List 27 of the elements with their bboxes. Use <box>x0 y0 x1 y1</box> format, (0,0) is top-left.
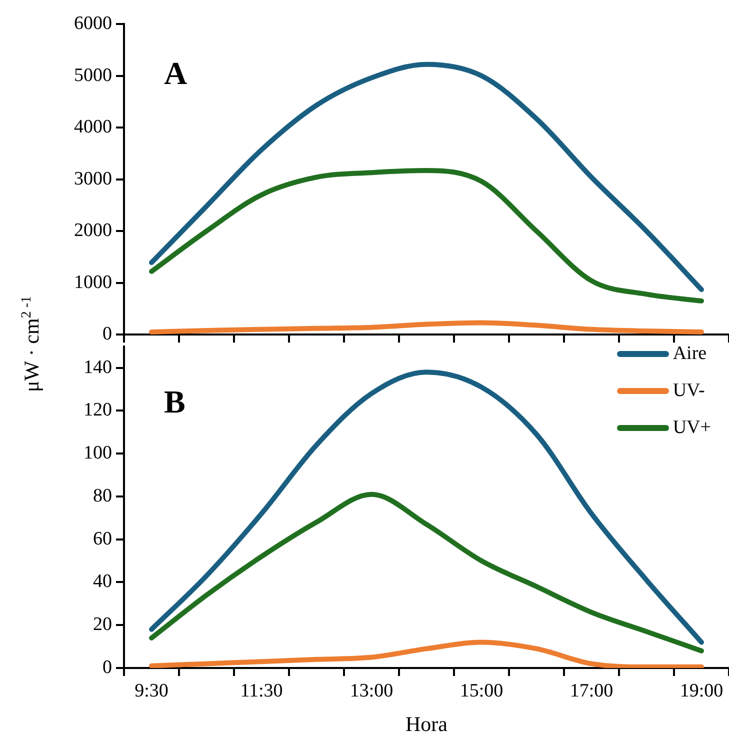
y-tick-label: 0 <box>102 656 112 678</box>
legend-label: Aire <box>672 342 707 364</box>
y-tick-label: 20 <box>93 614 112 636</box>
y-tick-label: 5000 <box>74 64 112 86</box>
legend-label: UV+ <box>672 416 711 438</box>
y-tick-label: 140 <box>84 356 112 378</box>
x-tick-label: 17:00 <box>570 680 614 702</box>
x-tick-label: 15:00 <box>460 680 504 702</box>
y-tick-label: 100 <box>84 442 112 464</box>
legend-label: UV- <box>672 380 705 402</box>
y-tick-label: 3000 <box>74 168 112 190</box>
y-tick-label: 80 <box>93 485 112 506</box>
text: B <box>164 383 186 420</box>
x-tick-label: 19:00 <box>680 680 724 702</box>
y-tick-label: 6000 <box>74 12 112 34</box>
y-tick-label: 40 <box>93 571 112 592</box>
x-tick-label: 13:00 <box>350 680 394 702</box>
y-tick-label: 120 <box>84 400 112 421</box>
y-tick-label: 60 <box>93 528 112 550</box>
y-tick-label: 2000 <box>74 220 112 242</box>
text: A <box>164 55 188 91</box>
x-tick-label: 9:30 <box>134 680 168 702</box>
x-tick-label: 11:30 <box>240 680 283 702</box>
y-tick-label: 4000 <box>74 116 112 138</box>
x-axis-title: Hora <box>406 712 448 736</box>
y-tick-label: 0 <box>102 324 112 345</box>
y-tick-label: 1000 <box>74 272 112 293</box>
